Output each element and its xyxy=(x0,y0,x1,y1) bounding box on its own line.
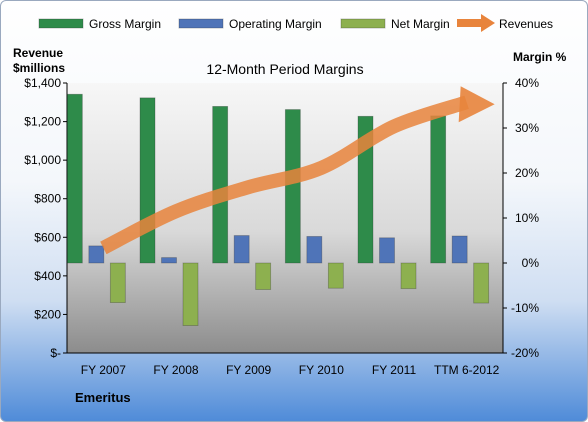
bar-gross-margin xyxy=(212,106,229,264)
bar-gross-margin xyxy=(139,97,156,264)
right-tick-label: 40% xyxy=(515,76,539,90)
right-axis-title: Margin % xyxy=(513,50,567,64)
bar-operating-margin xyxy=(233,235,250,264)
legend-label: Net Margin xyxy=(391,17,450,31)
x-tick-label: FY 2011 xyxy=(372,363,417,377)
legend-label: Gross Margin xyxy=(89,17,161,31)
bar-net-margin xyxy=(255,262,272,290)
chart-title: 12-Month Period Margins xyxy=(206,61,363,77)
bar-net-margin xyxy=(473,262,490,304)
left-axis-title-line1: Revenue xyxy=(13,46,63,60)
left-tick-label: $800 xyxy=(34,192,61,206)
x-tick-label: FY 2007 xyxy=(81,363,126,377)
left-tick-label: $1,400 xyxy=(24,76,61,90)
legend-swatch-operating-margin xyxy=(178,18,224,29)
left-axis-title-line2: $millions xyxy=(13,61,65,75)
bar-operating-margin xyxy=(379,237,395,264)
bar-operating-margin xyxy=(88,245,105,264)
legend-label: Operating Margin xyxy=(229,17,322,31)
left-tick-label: $400 xyxy=(34,269,61,283)
revenue-line xyxy=(100,95,469,255)
bar-net-margin xyxy=(182,262,199,326)
left-tick-label: $600 xyxy=(34,230,61,244)
x-tick-label: FY 2009 xyxy=(226,363,271,377)
x-tick-label: TTM 6-2012 xyxy=(434,363,500,377)
left-tick-label: $1,200 xyxy=(24,115,61,129)
bar-net-margin xyxy=(109,262,126,303)
right-tick-label: 10% xyxy=(515,211,539,225)
plot-area xyxy=(67,83,503,353)
right-tick-label: 20% xyxy=(515,166,539,180)
bar-net-margin xyxy=(327,262,344,289)
revenue-arrowhead xyxy=(458,86,495,123)
bar-operating-margin xyxy=(161,257,177,264)
legend-arrowhead xyxy=(481,14,495,32)
x-tick-label: FY 2008 xyxy=(153,363,198,377)
left-tick-label: $1,000 xyxy=(24,153,61,167)
bar-operating-margin xyxy=(306,236,323,264)
x-tick-label: FY 2010 xyxy=(299,363,344,377)
legend-swatch-net-margin xyxy=(340,18,386,29)
legend-label: Revenues xyxy=(499,17,553,31)
bar-operating-margin xyxy=(451,235,468,264)
legend-swatch-gross-margin xyxy=(38,18,84,29)
right-tick-label: 0% xyxy=(522,256,540,270)
right-tick-label: -20% xyxy=(511,346,539,360)
legend-swatch-revenues xyxy=(457,19,483,27)
left-tick-label: $200 xyxy=(34,307,61,321)
bar-gross-margin xyxy=(66,93,83,264)
bar-net-margin xyxy=(400,262,417,290)
company-name: Emeritus xyxy=(75,390,131,405)
right-tick-label: -10% xyxy=(511,301,539,315)
left-tick-label: $- xyxy=(50,346,61,360)
bar-gross-margin xyxy=(430,115,447,264)
bar-gross-margin xyxy=(284,109,301,264)
right-tick-label: 30% xyxy=(515,121,539,135)
